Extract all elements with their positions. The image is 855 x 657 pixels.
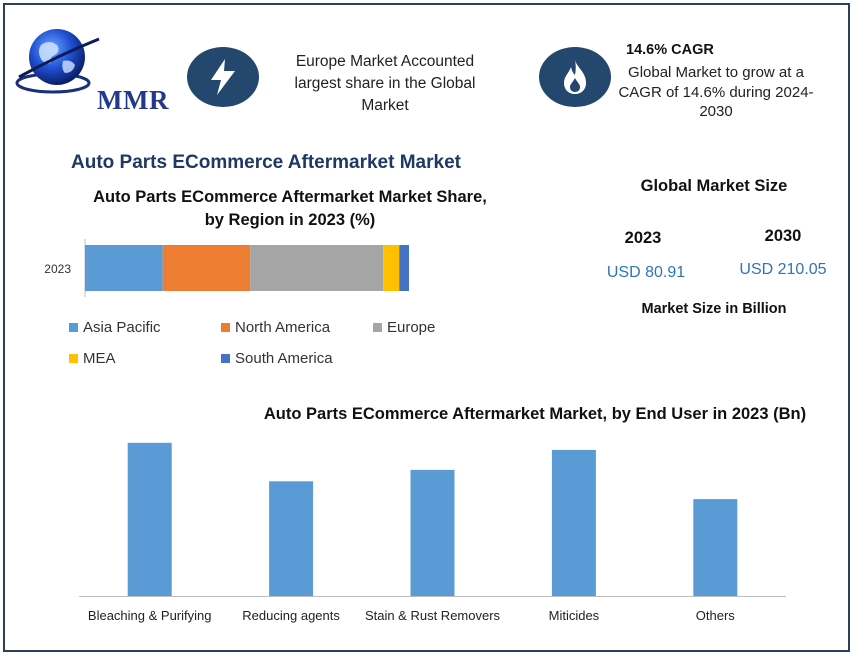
region-share-chart: 2023 Asia Pacific North America Europe MEA So… (44, 239, 435, 367)
bar-miticides (551, 449, 596, 596)
cagr-title: 14.6% CAGR (626, 42, 714, 58)
market-size-year-2030: 2030 (764, 227, 802, 245)
legend-swatch-north-america (221, 323, 230, 332)
lightning-icon (211, 59, 235, 95)
segment-europe (250, 245, 384, 291)
end-user-chart: Bleaching & Purifying Reducing agents Stai… (79, 442, 786, 623)
legend-swatch-europe (373, 323, 382, 332)
legend-label-asia-pacific: Asia Pacific (83, 319, 161, 336)
tick-label-others: Others (696, 608, 736, 623)
legend-label-south-america: South America (235, 350, 333, 367)
legend-label-europe: Europe (387, 319, 435, 336)
market-size-heading: Global Market Size (640, 177, 788, 195)
legend-swatch-asia-pacific (69, 323, 78, 332)
flame-icon (564, 60, 586, 94)
tick-label-bleaching-purifying: Bleaching & Purifying (88, 608, 212, 623)
segment-asia-pacific (85, 245, 163, 291)
flame-badge (539, 47, 611, 107)
region-chart-title: Auto Parts ECommerce Aftermarket Market … (93, 188, 487, 229)
cagr-text: Global Market to grow at a CAGR of 14.6%… (618, 64, 814, 120)
tick-label-stain-rust-removers: Stain & Rust Removers (365, 608, 501, 623)
market-size-unit: Market Size in Billion (641, 301, 787, 317)
bar-bleaching-purifying (127, 442, 172, 596)
logo-text: MMR (97, 85, 169, 115)
bar-stain-rust-removers (410, 469, 455, 596)
segment-north-america (162, 245, 251, 291)
legend-swatch-south-america (221, 354, 230, 363)
legend-swatch-mea (69, 354, 78, 363)
segment-south-america (399, 245, 409, 291)
europe-share-text: Europe Market Accounted largest share in… (294, 53, 476, 114)
segment-mea (383, 245, 400, 291)
lightning-badge (187, 47, 259, 107)
infographic-frame: MMR Europe Market Accounted largest shar… (3, 3, 850, 652)
bar-reducing-agents (269, 481, 314, 596)
legend-label-north-america: North America (235, 319, 331, 336)
end-user-chart-title: Auto Parts ECommerce Aftermarket Market,… (263, 405, 807, 423)
bar-others (693, 499, 738, 596)
region-category-label: 2023 (44, 262, 71, 276)
market-size-value-2030: USD 210.05 (739, 261, 827, 278)
tick-label-miticides: Miticides (549, 608, 600, 623)
tick-label-reducing-agents: Reducing agents (242, 608, 340, 623)
page-title: Auto Parts ECommerce Aftermarket Market (71, 152, 461, 173)
legend-label-mea: MEA (83, 350, 116, 367)
market-size-year-2023: 2023 (624, 229, 662, 247)
market-size-value-2023: USD 80.91 (606, 264, 686, 281)
globe-icon (15, 29, 100, 94)
mmr-logo: MMR (15, 27, 175, 115)
